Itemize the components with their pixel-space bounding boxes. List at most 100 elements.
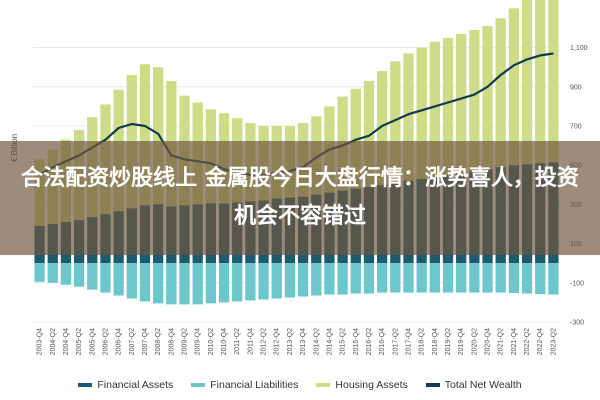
financial-liabilities-bar <box>139 263 151 302</box>
financial-liabilities-bar <box>245 263 256 301</box>
y-tick-label: 700 <box>570 124 582 131</box>
financial-liabilities-bar <box>376 263 388 293</box>
x-tick-label: 2007-Q2 <box>129 328 136 355</box>
housing-assets-bar <box>508 8 520 166</box>
x-tick-label: 2004-Q2 <box>50 328 57 355</box>
financial-liabilities-bar <box>126 263 137 299</box>
x-tick-label: 2003-Q4 <box>37 328 44 355</box>
legend-item: Housing Assets <box>316 379 408 391</box>
housing-assets-bar <box>495 18 506 168</box>
financial-liabilities-bar <box>87 263 98 290</box>
financial-liabilities-bar <box>258 263 269 300</box>
financial-liabilities-bar <box>390 263 401 293</box>
financial-liabilities-bar <box>535 263 546 295</box>
financial-liabilities-bar <box>416 263 427 293</box>
x-tick-label: 2017-Q2 <box>392 328 399 355</box>
financial-liabilities-bar <box>442 263 454 293</box>
housing-assets-bar <box>429 41 440 177</box>
x-tick-label: 2022-Q4 <box>537 328 544 355</box>
x-tick-label: 2015-Q4 <box>353 328 360 355</box>
financial-liabilities-bar <box>337 263 348 295</box>
legend-label: Financial Assets <box>97 379 174 391</box>
housing-assets-bar <box>456 33 467 174</box>
headline-banner[interactable]: 合法配资炒股线上 金属股今日大盘行情：涨势喜人，投资机会不容错过 <box>0 141 600 255</box>
financial-liabilities-bar <box>166 263 177 305</box>
headline-text[interactable]: 合法配资炒股线上 金属股今日大盘行情：涨势喜人，投资机会不容错过 <box>21 166 579 229</box>
financial-liabilities-bar <box>47 263 58 283</box>
x-tick-label: 2016-Q2 <box>366 328 373 355</box>
x-tick-label: 2013-Q4 <box>300 328 307 355</box>
financial-liabilities-bar <box>429 263 440 293</box>
x-axis: 2003-Q4 2004-Q2 2004-Q4 2005-Q2 2005-Q4 2006-… <box>37 328 558 355</box>
x-tick-label: 2005-Q2 <box>76 328 83 355</box>
financial-liabilities-bar <box>508 263 520 293</box>
x-tick-label: 2007-Q4 <box>142 328 149 355</box>
x-tick-label: 2020-Q2 <box>471 328 478 355</box>
legend-item: Total Net Wealth <box>425 379 522 391</box>
housing-assets-bar <box>363 80 375 187</box>
y-tick-label: 900 <box>570 84 582 91</box>
financial-liabilities-bar <box>73 263 85 287</box>
x-tick-label: 2006-Q2 <box>103 328 110 355</box>
financial-liabilities-bar <box>350 263 361 294</box>
housing-assets-bar <box>482 26 493 170</box>
x-tick-label: 2008-Q2 <box>155 328 162 355</box>
financial-liabilities-bar <box>311 263 322 296</box>
y-tick-label: -100 <box>570 280 584 287</box>
financial-liabilities-bar <box>469 263 480 293</box>
x-tick-label: 2009-Q2 <box>182 328 189 355</box>
x-tick-label: 2015-Q2 <box>340 328 347 355</box>
financial-liabilities-bar <box>548 263 559 295</box>
x-tick-label: 2011-Q4 <box>247 328 254 355</box>
financial-liabilities-bar <box>34 263 45 282</box>
financial-liabilities-bar <box>482 263 493 293</box>
financial-liabilities-bar <box>232 263 243 302</box>
financial-liabilities-bar <box>218 263 230 303</box>
x-tick-label: 2019-Q2 <box>445 328 452 355</box>
financial-liabilities-bar <box>60 263 72 285</box>
x-tick-label: 2017-Q4 <box>406 328 413 355</box>
x-tick-label: 2016-Q4 <box>379 328 386 355</box>
financial-liabilities-bar <box>456 263 467 293</box>
financial-liabilities-bar <box>113 263 124 296</box>
x-tick-label: 2014-Q2 <box>313 328 320 355</box>
legend-label: Financial Liabilities <box>210 379 299 391</box>
housing-assets-bar <box>139 64 151 206</box>
legend-swatch <box>78 383 93 387</box>
legend-label: Housing Assets <box>335 379 408 391</box>
legend-item: Financial Assets <box>78 379 173 391</box>
financial-liabilities-bar <box>297 263 309 297</box>
x-tick-label: 2010-Q4 <box>221 328 228 355</box>
x-tick-label: 2023-Q2 <box>550 328 557 355</box>
financial-liabilities-bar <box>324 263 335 295</box>
x-tick-label: 2009-Q4 <box>195 328 202 355</box>
financial-liabilities-bar <box>205 263 217 304</box>
x-tick-label: 2004-Q4 <box>63 328 70 355</box>
x-tick-label: 2010-Q2 <box>208 328 215 355</box>
financial-liabilities-bar <box>403 263 414 293</box>
legend-label: Total Net Wealth <box>444 379 522 391</box>
financial-liabilities-bar <box>495 263 506 293</box>
x-tick-label: 2018-Q2 <box>419 328 426 355</box>
legend-swatch <box>191 383 206 387</box>
financial-liabilities-bar <box>284 263 296 298</box>
x-tick-label: 2005-Q4 <box>89 328 96 355</box>
x-tick-label: 2011-Q2 <box>234 328 241 355</box>
x-tick-label: 2013-Q2 <box>287 328 294 355</box>
legend-swatch <box>425 383 440 387</box>
housing-assets-bar <box>376 71 388 185</box>
housing-assets-bar <box>416 47 427 179</box>
x-tick-label: 2021-Q2 <box>498 328 505 355</box>
x-tick-label: 2020-Q4 <box>485 328 492 355</box>
housing-assets-bar <box>403 53 414 181</box>
x-tick-label: 2014-Q4 <box>326 328 333 355</box>
x-tick-label: 2008-Q4 <box>168 328 175 355</box>
housing-assets-bar <box>521 0 533 165</box>
y-tick-label: 1,100 <box>570 45 588 52</box>
x-tick-label: 2012-Q2 <box>261 328 268 355</box>
legend-swatch <box>316 383 331 387</box>
x-tick-label: 2021-Q4 <box>511 328 518 355</box>
chart-legend: Financial Assets Financial Liabilities Hou… <box>0 374 600 396</box>
x-tick-label: 2022-Q2 <box>524 328 531 355</box>
